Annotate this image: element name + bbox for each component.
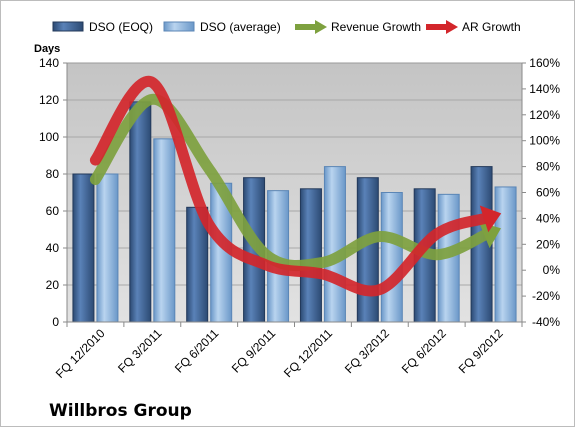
legend-label-revenue-growth: Revenue Growth (331, 20, 421, 34)
y-right-tick-label: -20% (532, 289, 560, 303)
bar-dso-eoq (356, 177, 379, 323)
y-right-tick-label: 80% (536, 160, 560, 174)
arrowhead-ar-growth (479, 205, 502, 233)
y-left-tick-label: 140 (39, 56, 59, 70)
y-right-tick-label: 0% (543, 263, 561, 277)
y-right-tick-label: 20% (536, 237, 560, 251)
y-right-tick-label: 100% (529, 134, 560, 148)
y-right-tick-label: -40% (532, 315, 560, 329)
bar-dso-average (153, 138, 176, 323)
x-tick-label: FQ 6/2011 (172, 326, 222, 376)
y-right-tick-label: 140% (529, 82, 560, 96)
bar-dso-average (494, 186, 517, 323)
y-left-tick-label: 20 (46, 278, 60, 292)
legend: DSO (EOQ) DSO (average) Revenue Growth AR G… (52, 20, 521, 34)
y-left-tick-label: 0 (52, 315, 59, 329)
legend-label-dso-average: DSO (average) (200, 20, 281, 34)
x-tick-label: FQ 9/2012 (456, 326, 506, 376)
y-right-tick-label: 160% (529, 56, 560, 70)
growth-lines (89, 76, 502, 297)
y-right-tick-label: 120% (529, 108, 560, 122)
bar-dso-eoq (72, 173, 95, 323)
x-tick-label: FQ 3/2011 (115, 326, 165, 376)
legend-label-ar-growth: AR Growth (462, 20, 521, 34)
y-left-tick-label: 100 (39, 130, 59, 144)
x-tick-label: FQ 12/2011 (281, 326, 335, 380)
x-tick-label: FQ 6/2012 (399, 326, 449, 376)
line-ar-growth (89, 76, 492, 297)
x-tick-label: FQ 12/2010 (53, 326, 108, 381)
x-tick-label: FQ 9/2011 (229, 326, 279, 376)
legend-arrow-revenue-growth (315, 20, 327, 34)
y-left-tick-label: 40 (46, 241, 60, 255)
legend-swatch-dso-eoq (52, 21, 84, 32)
y-left-tick-label: 60 (46, 204, 60, 218)
legend-arrow-ar-growth (446, 20, 458, 34)
y-right-tick-label: 60% (536, 186, 560, 200)
bar-dso-average (96, 173, 119, 323)
legend-swatch-dso-average (163, 21, 195, 32)
arrowhead-revenue-growth (479, 222, 501, 249)
y-axis-title: Days (34, 43, 60, 55)
legend-label-dso-eoq: DSO (EOQ) (89, 20, 153, 34)
y-left-tick-label: 80 (46, 167, 60, 181)
bar-dso-eoq (299, 188, 322, 323)
bar-dso-average (380, 192, 403, 323)
bar-dso-average (323, 166, 346, 323)
company-name: Willbros Group (49, 401, 192, 421)
y-left-tick-label: 120 (39, 93, 59, 107)
y-right-tick-label: 40% (536, 211, 560, 225)
bar-dso-eoq (129, 101, 152, 323)
x-tick-label: FQ 3/2012 (342, 326, 392, 376)
